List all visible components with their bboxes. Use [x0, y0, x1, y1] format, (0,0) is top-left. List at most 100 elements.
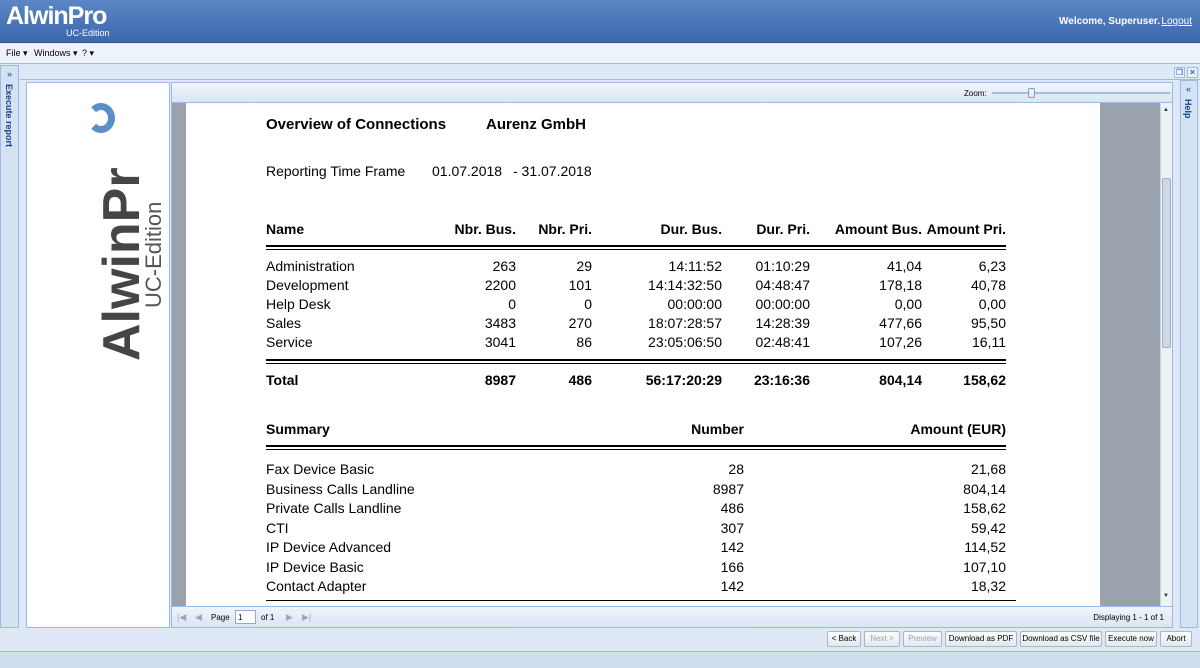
summary-cell: Private Calls Landline: [266, 500, 402, 516]
summary-cell: 142: [720, 539, 744, 555]
summary-rule: [266, 445, 1006, 447]
header-rule: [266, 245, 1006, 247]
summary-header-cell: Summary: [266, 421, 330, 437]
summary-bottom-rule: [266, 600, 1016, 601]
displaying-text: Displaying 1 - 1 of 1: [1093, 613, 1164, 622]
execute-report-title[interactable]: Execute report: [4, 84, 14, 148]
table-cell: Administration: [266, 258, 355, 274]
execute-now-button[interactable]: Execute now: [1105, 631, 1157, 647]
logout-link[interactable]: Logout: [1161, 16, 1192, 27]
table-cell: 95,50: [970, 315, 1006, 331]
pager-toolbar: |◀ ◀ Page of 1 ▶ ▶| Displaying 1 - 1 of …: [172, 606, 1172, 627]
zoom-slider-thumb[interactable]: [1027, 88, 1035, 98]
execute-report-panel: » Execute report: [0, 65, 19, 628]
summary-cell: 59,42: [970, 519, 1006, 536]
wizard-button-bar: < Back Next > Preview Download as PDF Do…: [26, 629, 1200, 650]
next-button[interactable]: Next >: [864, 631, 900, 647]
app-logo-subtitle: UC-Edition: [66, 28, 110, 38]
summary-cell: 114,52: [964, 539, 1006, 555]
menu-bar: File ▾ Windows ▾ ? ▾: [0, 44, 1200, 64]
report-title: Overview of Connections: [266, 116, 447, 133]
alwinpro-logo: AlwinPr UC-Edition: [93, 167, 166, 361]
table-cell: Sales: [266, 315, 302, 331]
table-cell: 101: [568, 277, 592, 293]
timeframe-to: - 31.07.2018: [513, 163, 592, 179]
report-page: Overview of Connections Aurenz GmbH Repo…: [186, 103, 1100, 606]
summary-cell: 21,68: [970, 461, 1006, 477]
scroll-up-icon[interactable]: ▲: [1163, 107, 1169, 113]
total-rule: [266, 359, 1006, 361]
summary-cell: IP Device Basic: [266, 558, 364, 575]
download-pdf-button[interactable]: Download as PDF: [945, 631, 1017, 647]
menu-windows[interactable]: Windows ▾: [34, 48, 78, 58]
menu-help[interactable]: ? ▾: [82, 48, 95, 58]
table-cell: 0: [508, 296, 516, 312]
table-header-cell: Name: [266, 221, 305, 237]
summary-cell: Fax Device Basic: [266, 461, 375, 477]
scroll-down-icon[interactable]: ▼: [1163, 593, 1169, 599]
table-cell: 00:00:00: [667, 296, 723, 312]
timeframe-from: 01.07.2018: [432, 163, 503, 179]
table-cell: Development: [266, 277, 349, 293]
expand-icon[interactable]: »: [6, 69, 12, 79]
last-page-icon[interactable]: ▶|: [302, 612, 312, 622]
table-cell: 6,23: [978, 258, 1006, 274]
summary-cell: 18,32: [970, 578, 1006, 594]
scroll-thumb[interactable]: [1162, 178, 1171, 348]
summary-cell: 28: [728, 461, 744, 477]
table-header-cell: Nbr. Bus.: [454, 221, 516, 237]
total-rule: [266, 363, 1006, 364]
logo-accent-icon: [87, 103, 115, 133]
page-of-label: of 1: [261, 613, 275, 622]
summary-cell: 804,14: [963, 480, 1006, 497]
total-cell: 8987: [484, 372, 516, 388]
table-cell: 23:05:06:50: [648, 334, 722, 350]
table-cell: 01:10:29: [755, 258, 811, 274]
logo-panel: AlwinPr UC-Edition: [26, 82, 170, 628]
table-cell: 29: [576, 258, 592, 274]
table-header-cell: Nbr. Pri.: [538, 221, 592, 237]
total-cell: 158,62: [963, 372, 1006, 388]
abort-button[interactable]: Abort: [1160, 631, 1192, 647]
page-input[interactable]: [235, 610, 256, 624]
header-rule: [266, 249, 1006, 250]
preview-button[interactable]: Preview: [903, 631, 942, 647]
side-logo-main: AlwinPr: [93, 167, 151, 361]
vertical-scrollbar[interactable]: ▲ ▼: [1160, 103, 1172, 606]
back-button[interactable]: < Back: [827, 631, 861, 647]
app-logo: AlwinPro: [6, 2, 107, 30]
first-page-icon[interactable]: |◀: [177, 612, 187, 622]
welcome-text: Welcome, Superuser.: [1059, 16, 1160, 27]
total-cell: 804,14: [879, 372, 922, 388]
table-cell: 40,78: [970, 277, 1006, 293]
table-cell: 178,18: [879, 277, 922, 293]
table-header-cell: Dur. Pri.: [756, 221, 810, 237]
summary-cell: 8987: [712, 480, 744, 497]
download-csv-button[interactable]: Download as CSV file: [1020, 631, 1102, 647]
close-icon[interactable]: ✕: [1187, 67, 1198, 78]
table-cell: 14:28:39: [755, 315, 811, 331]
zoom-label: Zoom:: [964, 89, 987, 98]
restore-icon[interactable]: ❐: [1174, 67, 1185, 78]
summary-header-cell: Amount (EUR): [910, 421, 1006, 437]
table-header-cell: Dur. Bus.: [660, 221, 722, 237]
report-viewport: Overview of Connections Aurenz GmbH Repo…: [172, 103, 1160, 606]
page-label: Page: [211, 613, 230, 622]
help-panel: « Help: [1180, 80, 1198, 628]
side-logo-sub: UC-Edition: [141, 202, 166, 308]
prev-page-icon[interactable]: ◀: [195, 612, 202, 622]
summary-header-cell: Number: [691, 421, 744, 437]
table-cell: 14:11:52: [668, 258, 722, 274]
summary-cell: 142: [720, 578, 744, 594]
expand-help-icon[interactable]: «: [1185, 84, 1191, 94]
next-page-icon[interactable]: ▶: [286, 612, 293, 622]
help-title[interactable]: Help: [1183, 99, 1193, 119]
table-cell: 41,04: [886, 258, 922, 274]
table-cell: 14:14:32:50: [648, 277, 722, 293]
zoom-slider-track[interactable]: [992, 92, 1170, 94]
table-cell: 0,00: [894, 296, 922, 312]
table-header-cell: Amount Pri.: [926, 221, 1006, 237]
table-cell: 02:48:41: [755, 334, 811, 350]
menu-file[interactable]: File ▾: [6, 48, 28, 58]
table-cell: 2200: [484, 277, 516, 293]
